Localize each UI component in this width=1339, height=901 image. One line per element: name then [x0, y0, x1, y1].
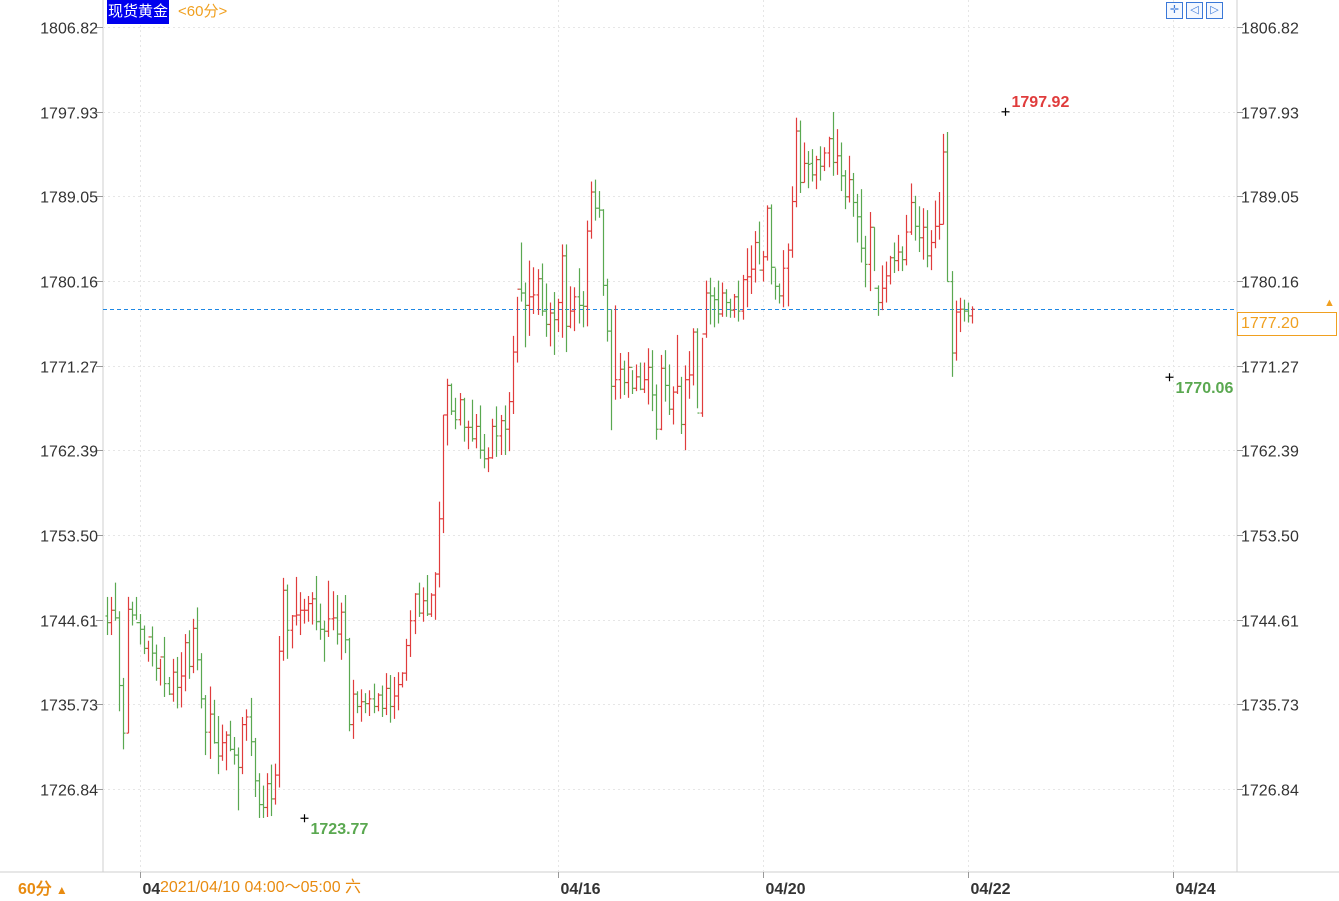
chevron-up-icon: ▲	[55, 883, 68, 897]
y-tick-label-right: 1744.61	[1241, 614, 1299, 631]
y-tick-label-right: 1806.82	[1241, 21, 1299, 38]
current-price-marker-icon: ▲	[1324, 297, 1335, 309]
high-label: 1797.92	[1012, 94, 1070, 111]
y-tick-label-right: 1780.16	[1241, 275, 1299, 292]
instrument-title: 现货黄金	[107, 0, 170, 24]
y-tick-label-left: 1797.93	[40, 106, 98, 123]
y-tick-label-left: 1771.27	[40, 360, 98, 377]
next-icon[interactable]: ▷	[1206, 2, 1223, 19]
crosshair-icon[interactable]: ✛	[1166, 2, 1183, 19]
y-tick-label-left: 1735.73	[40, 698, 98, 715]
x-tick-label: 04/24	[1176, 881, 1216, 898]
y-tick-label-right: 1726.84	[1241, 783, 1299, 800]
y-tick-label-right: 1789.05	[1241, 190, 1299, 207]
y-tick-label-left: 1780.16	[40, 275, 98, 292]
toolbar: ✛ ◁ ▷	[1166, 2, 1223, 19]
y-tick-label-right: 1771.27	[1241, 360, 1299, 377]
period-selector-label: 60分	[18, 881, 52, 898]
y-tick-label-left: 1762.39	[40, 444, 98, 461]
x-tick-label: 04/16	[561, 881, 601, 898]
y-tick-label-left: 1806.82	[40, 21, 98, 38]
x-tick-label: 04/20	[766, 881, 806, 898]
period-link[interactable]: <60分>	[178, 3, 228, 20]
y-tick-label-left: 1726.84	[40, 783, 98, 800]
y-tick-label-left: 1744.61	[40, 614, 98, 631]
prev-icon[interactable]: ◁	[1186, 2, 1203, 19]
y-tick-label-left: 1753.50	[40, 529, 98, 546]
low-label: 1723.77	[311, 821, 369, 838]
y-tick-label-left: 1789.05	[40, 190, 98, 207]
x-tick-label: 04	[143, 881, 161, 898]
hover-timestamp: 2021/04/10 04:00～05:00 六	[160, 877, 368, 899]
x-tick-label: 04/22	[971, 881, 1011, 898]
current-price-label: 1777.20	[1237, 312, 1337, 336]
period-selector[interactable]: 60分 ▲	[18, 879, 68, 901]
y-tick-label-right: 1735.73	[1241, 698, 1299, 715]
y-tick-label-right: 1762.39	[1241, 444, 1299, 461]
y-tick-label-right: 1797.93	[1241, 106, 1299, 123]
low-label: 1770.06	[1176, 380, 1234, 397]
y-tick-label-right: 1753.50	[1241, 529, 1299, 546]
